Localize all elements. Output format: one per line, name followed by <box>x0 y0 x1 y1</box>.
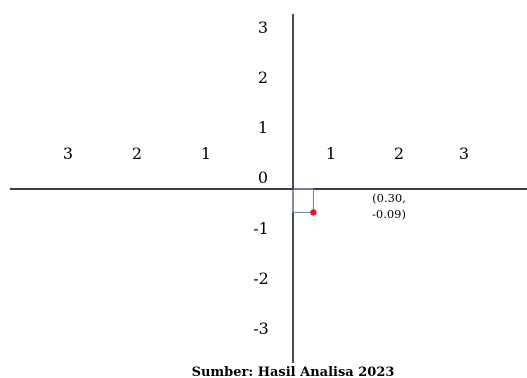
x-tick-label-neg-3: 3 <box>63 144 73 163</box>
x-tick-label-pos-1: 1 <box>326 144 336 163</box>
y-tick-label-neg-1: -1 <box>253 219 269 238</box>
y-tick-label-2: 2 <box>258 68 268 87</box>
x-tick-label-pos-2: 2 <box>394 144 404 163</box>
x-tick-label-neg-2: 2 <box>132 144 142 163</box>
x-tick-label-neg-1: 1 <box>201 144 211 163</box>
point-label-line-2: -0.09) <box>372 207 406 221</box>
point-label-line-1: (0.30, <box>372 191 406 205</box>
y-tick-label-1: 1 <box>258 118 268 137</box>
y-tick-label-neg-3: -3 <box>253 319 269 338</box>
data-point <box>310 209 317 216</box>
y-tick-label-0: 0 <box>258 168 268 187</box>
x-tick-label-pos-3: 3 <box>459 144 469 163</box>
source-caption: Sumber: Hasil Analisa 2023 <box>192 365 395 378</box>
point-guide-box <box>292 188 314 213</box>
y-tick-label-neg-2: -2 <box>253 269 269 288</box>
y-tick-label-3: 3 <box>258 18 268 37</box>
